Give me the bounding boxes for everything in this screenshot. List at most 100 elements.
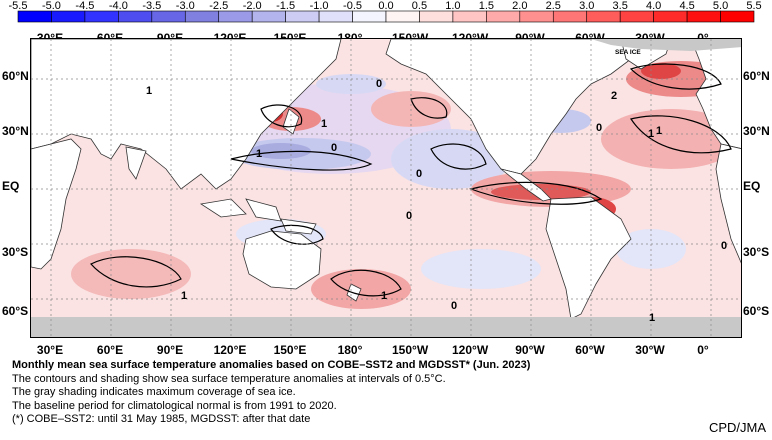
color-scale-tick-label: 0.5 [412, 0, 427, 12]
color-scale-cell [486, 10, 521, 23]
latitude-label: 60°N [2, 69, 29, 83]
color-scale-tick-label: 2.5 [546, 0, 561, 12]
contour-value-label: 2 [611, 90, 617, 102]
color-scale-tick-label: 4.5 [679, 0, 694, 12]
longitude-label: 30°E [36, 343, 64, 357]
sea-ice-antarctic [31, 317, 741, 337]
color-scale-tick-label: 2.0 [512, 0, 527, 12]
color-scale-cell [653, 10, 688, 23]
color-scale-bar: -5.5 -5.0 -4.5 -4.0 -3.5 -3.0 -2.5 -2.0 -1.5 -1.0… [9, 0, 762, 23]
sea-ice-label: SEA ICE [615, 49, 641, 56]
color-scale-tick-label: -3.5 [142, 0, 161, 12]
land-masses [31, 39, 741, 320]
contour-value-label: 0 [721, 240, 727, 252]
color-scale-cell [118, 10, 153, 23]
color-scale-cell [218, 10, 253, 23]
color-scale-cell [51, 10, 86, 23]
color-scale-tick-label: -2.0 [243, 0, 262, 12]
color-scale-tick-label: 3.5 [613, 0, 628, 12]
land-australia [242, 230, 322, 290]
color-scale-cell [84, 10, 119, 23]
latitude-label: 30°N [2, 124, 29, 138]
color-scale-cell [251, 10, 286, 23]
land-new-guinea [280, 218, 317, 235]
contour-value-label: 0 [331, 142, 337, 154]
lat-lon-grid [31, 39, 741, 337]
color-scale-cell [318, 10, 353, 23]
land-south-america [545, 196, 632, 320]
latitude-label: EQ [743, 179, 761, 193]
contour-value-label: 1 [181, 290, 187, 302]
longitude-label: 120°E [213, 343, 247, 357]
credit-label: CPD/JMA [708, 420, 766, 435]
contour-value-label: 1 [256, 148, 262, 160]
land-indonesia-2 [245, 198, 282, 222]
longitude-label: 0° [697, 343, 709, 357]
color-scale-tick-label: -5.5 [9, 0, 28, 12]
color-scale-cell [619, 10, 654, 23]
color-scale-tick-label: 4.0 [646, 0, 661, 12]
longitude-label: 60°E [96, 343, 124, 357]
longitude-label: 30°W [635, 343, 665, 357]
color-scale-cell [352, 10, 387, 23]
land-india [125, 146, 147, 180]
latitude-label: 30°S [2, 245, 29, 259]
longitude-label: 150°E [273, 343, 307, 357]
caption-line-3: The baseline period for climatological n… [12, 399, 337, 412]
color-scale-cell [184, 10, 220, 23]
caption-line-4: (*) COBE–SST2: until 31 May 1985, MGDSST… [12, 413, 311, 426]
color-scale-tick-label: -3.0 [176, 0, 195, 12]
color-scale-tick-label: -5.0 [42, 0, 61, 12]
contour-value-label: 1 [321, 118, 327, 130]
contour-value-label: 0 [596, 122, 602, 134]
latitude-label: EQ [2, 179, 20, 193]
color-scale-cell [686, 10, 721, 23]
latitude-label: 60°S [2, 304, 29, 318]
color-scale-tick-label: -0.5 [343, 0, 362, 12]
color-scale-tick-label: 0.0 [378, 0, 393, 12]
latitude-label: 30°S [743, 245, 770, 259]
contour-value-label: 0 [451, 300, 457, 312]
contour-value-label: 1 [381, 290, 387, 302]
color-scale-cell [452, 10, 487, 23]
longitude-label: 180° [337, 343, 363, 357]
color-scale-tick-label: 1.0 [445, 0, 460, 12]
land-indonesia-1 [199, 198, 247, 218]
longitude-label: 150°W [392, 343, 429, 357]
latitude-label: 30°N [743, 124, 770, 138]
color-scale-cell [720, 10, 755, 23]
contour-value-label: 1 [656, 125, 662, 137]
color-scale-cell [552, 10, 588, 23]
longitude-label: 120°W [452, 343, 489, 357]
caption-title: Monthly mean sea surface temperature ano… [12, 359, 531, 371]
longitude-label: 60°W [575, 343, 605, 357]
contour-value-label: 0 [406, 210, 412, 222]
color-scale-cell [586, 10, 621, 23]
land-europe [690, 39, 741, 149]
land-africa [31, 138, 82, 270]
color-scale-cell [385, 10, 420, 23]
land-africa-right [715, 143, 741, 264]
sea-ice-north [591, 39, 741, 51]
color-scale-tick-label: -4.0 [109, 0, 128, 12]
color-scale-cell [151, 10, 186, 23]
color-scale-tick-label: -1.0 [310, 0, 329, 12]
land-north-america [385, 39, 642, 175]
contour-value-label: 1 [648, 128, 654, 140]
color-scale-tick-label: 1.5 [479, 0, 494, 12]
contour-lines [90, 63, 732, 297]
color-scale-tick-label: -2.5 [209, 0, 228, 12]
color-scale-cell [419, 10, 454, 23]
color-scale-tick-label: -1.5 [276, 0, 295, 12]
color-scale-cell [17, 10, 52, 23]
caption-line-2: The gray shading indicates maximum cover… [12, 386, 296, 399]
color-scale-cell [285, 10, 320, 23]
contour-value-label: 0 [416, 168, 422, 180]
color-scale-tick-label: 5.5 [746, 0, 761, 12]
caption-line-1: The contours and shading show sea surfac… [12, 372, 446, 385]
land-eurasia [31, 39, 342, 190]
contour-value-label: 1 [146, 85, 152, 97]
latitude-label: 60°N [743, 69, 770, 83]
